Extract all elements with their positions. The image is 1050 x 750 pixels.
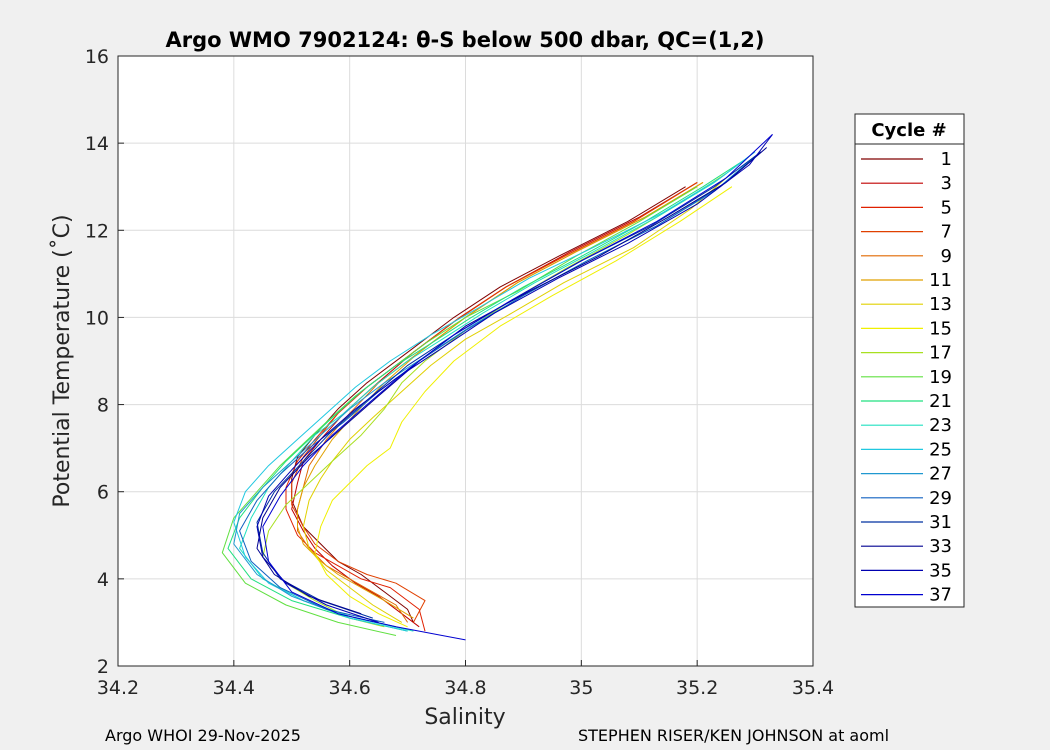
legend-title: Cycle #	[871, 120, 946, 141]
x-axis-label: Salinity	[424, 705, 505, 730]
legend-label-23: 23	[929, 415, 952, 436]
legend-label-31: 31	[929, 512, 952, 533]
legend-box	[854, 113, 965, 608]
legend-label-19: 19	[929, 367, 952, 388]
series-line-cycle-29	[239, 151, 762, 623]
y-tick-label: 10	[85, 307, 109, 329]
legend-label-21: 21	[929, 391, 952, 412]
series-lines	[221, 134, 773, 641]
y-axis-label: Potential Temperature (˚C)	[50, 214, 75, 507]
legend-label-3: 3	[941, 173, 952, 194]
footer-left-text: Argo WHOI 29-Nov-2025	[105, 726, 301, 745]
series-line-cycle-33	[256, 147, 768, 615]
y-tick-label: 12	[85, 220, 109, 242]
series-line-cycle-23	[239, 155, 750, 632]
axis-ticks: 34.2 34.4 34.6 34.8 35 35.2 35.4 2 4 6 8 10 12 14 16	[85, 46, 834, 699]
y-tick-label: 8	[97, 395, 109, 417]
legend-label-1: 1	[941, 149, 952, 170]
legend-label-35: 35	[929, 560, 952, 581]
legend-label-33: 33	[929, 536, 952, 557]
legend-label-7: 7	[941, 222, 952, 243]
y-tick-label: 14	[85, 133, 109, 155]
series-line-cycle-1	[291, 186, 686, 623]
legend-label-17: 17	[929, 343, 952, 364]
y-tick-label: 4	[97, 569, 109, 591]
x-tick-label: 35.2	[676, 677, 718, 699]
y-tick-label: 6	[97, 482, 109, 504]
legend-label-27: 27	[929, 464, 952, 485]
y-tick-label: 16	[85, 46, 109, 68]
y-tick-label: 2	[97, 656, 109, 678]
series-line-cycle-15	[314, 186, 733, 628]
x-tick-label: 35.4	[792, 677, 834, 699]
legend-label-9: 9	[941, 246, 952, 267]
x-tick-label: 34.4	[213, 677, 255, 699]
x-tick-label: 34.8	[444, 677, 486, 699]
legend-label-15: 15	[929, 318, 952, 339]
legend-label-5: 5	[941, 197, 952, 218]
x-tick-label: 34.6	[329, 677, 371, 699]
chart-title: Argo WMO 7902124: θ-S below 500 dbar, QC…	[166, 28, 765, 52]
legend-label-13: 13	[929, 294, 952, 315]
series-line-cycle-21	[227, 160, 744, 632]
legend-label-37: 37	[929, 585, 952, 606]
series-line-cycle-19	[221, 186, 698, 636]
series-line-cycle-13	[302, 177, 727, 623]
series-line-cycle-35	[256, 134, 773, 623]
series-line-cycle-37	[262, 134, 773, 641]
series-line-cycle-11	[297, 181, 704, 619]
legend: Cycle # 13579111315171921232527293133353…	[854, 113, 965, 608]
legend-label-25: 25	[929, 439, 952, 460]
legend-label-11: 11	[929, 270, 952, 291]
legend-label-29: 29	[929, 488, 952, 509]
x-tick-label: 35	[569, 677, 593, 699]
footer-right-text: STEPHEN RISER/KEN JOHNSON at aoml	[578, 726, 890, 745]
x-tick-label: 34.2	[97, 677, 139, 699]
series-line-cycle-25	[233, 151, 756, 632]
series-line-cycle-7	[291, 181, 698, 623]
